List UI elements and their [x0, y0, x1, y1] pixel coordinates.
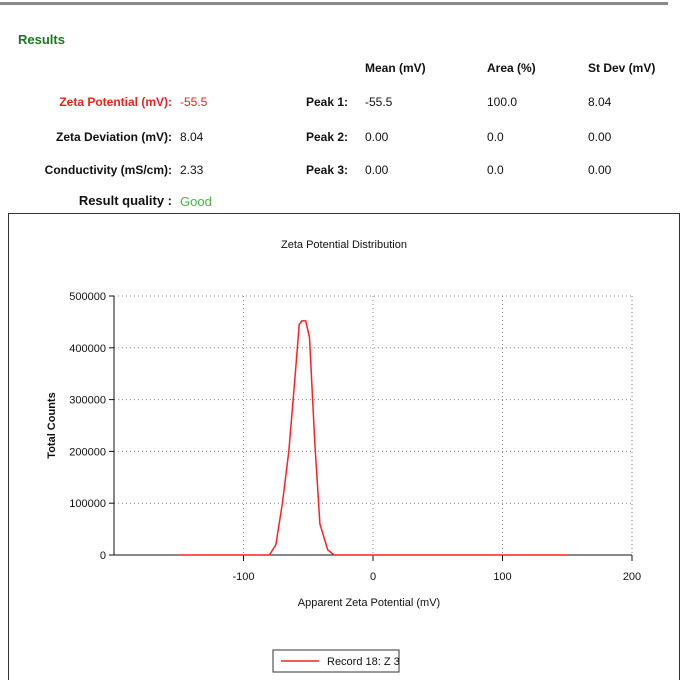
x-tick-label: 200 [623, 571, 641, 583]
column-header: Mean (mV) [365, 61, 426, 75]
row-label: Conductivity (mS/cm): [44, 163, 172, 177]
quality-label: Result quality : [78, 193, 172, 208]
peak-value: 0.0 [487, 163, 504, 177]
y-axis-label: Total Counts [46, 392, 58, 458]
y-tick-label: 200000 [69, 446, 106, 458]
row-label: Zeta Potential (mV): [59, 95, 172, 109]
row-value: -55.5 [180, 95, 208, 109]
y-tick-label: 300000 [69, 395, 106, 407]
peak-value: 100.0 [487, 95, 518, 109]
x-tick-label: 100 [493, 571, 511, 583]
column-header: Area (%) [487, 61, 536, 75]
chart: Zeta Potential Distribution Apparent Zeta… [46, 239, 641, 673]
chart-title: Zeta Potential Distribution [281, 239, 407, 251]
data-line [178, 320, 568, 556]
divider [0, 2, 668, 5]
peak-label: Peak 2: [305, 130, 348, 144]
peak-value: 0.00 [365, 130, 389, 144]
y-tick-label: 400000 [69, 343, 106, 355]
x-axis-label: Apparent Zeta Potential (mV) [298, 597, 440, 609]
section-title: Results [18, 32, 65, 47]
y-tick-label: 500000 [69, 291, 106, 303]
legend-box [272, 649, 400, 673]
peak-value: 0.00 [588, 163, 612, 177]
x-tick-label: -100 [232, 571, 254, 583]
chart-panel: Zeta Potential Distribution Apparent Zeta… [8, 213, 680, 680]
peak-value: 8.04 [588, 95, 612, 109]
column-header: St Dev (mV) [588, 61, 656, 75]
peak-label: Peak 1: [305, 95, 348, 109]
row-label: Zeta Deviation (mV): [55, 130, 172, 144]
quality-value: Good [180, 194, 212, 209]
peak-value: 0.00 [365, 163, 389, 177]
y-tick-label: 0 [100, 550, 106, 562]
row-value: 8.04 [180, 130, 204, 144]
peak-value: -55.5 [365, 95, 393, 109]
legend-label: Record 18: Z 3 [327, 656, 400, 668]
peak-label: Peak 3: [305, 163, 348, 177]
x-tick-label: 0 [370, 571, 376, 583]
peak-value: 0.00 [588, 130, 612, 144]
y-tick-label: 100000 [69, 498, 106, 510]
peak-value: 0.0 [487, 130, 504, 144]
legend: Record 18: Z 3 [272, 649, 400, 673]
row-value: 2.33 [180, 163, 204, 177]
